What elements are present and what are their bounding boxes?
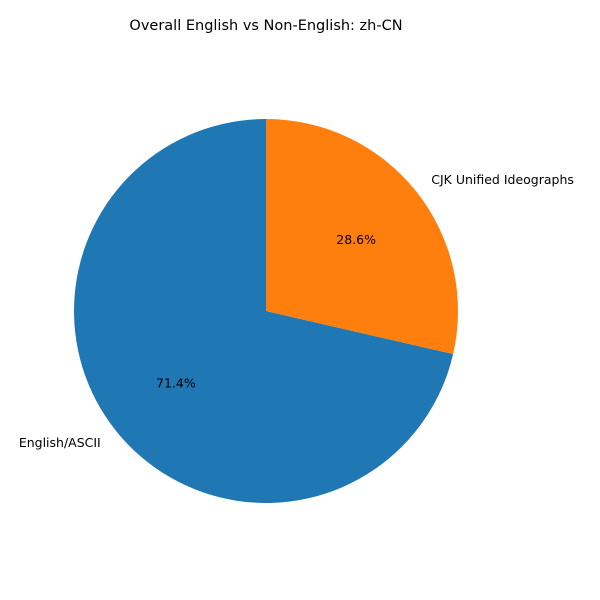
pie-slices (74, 119, 459, 504)
chart-title: Overall English vs Non-English: zh-CN (129, 18, 402, 34)
pie-slice-2 (266, 119, 459, 355)
slice-label-2: CJK Unified Ideographs (431, 172, 574, 187)
slice-label-1: English/ASCII (19, 435, 101, 450)
percent-label-1: 71.4% (156, 375, 196, 390)
percent-label-2: 28.6% (336, 232, 376, 247)
pie-labels: 71.4% English/ASCII 28.6% CJK Unified Ideog… (19, 172, 574, 450)
pie-slice-1 (74, 119, 454, 504)
